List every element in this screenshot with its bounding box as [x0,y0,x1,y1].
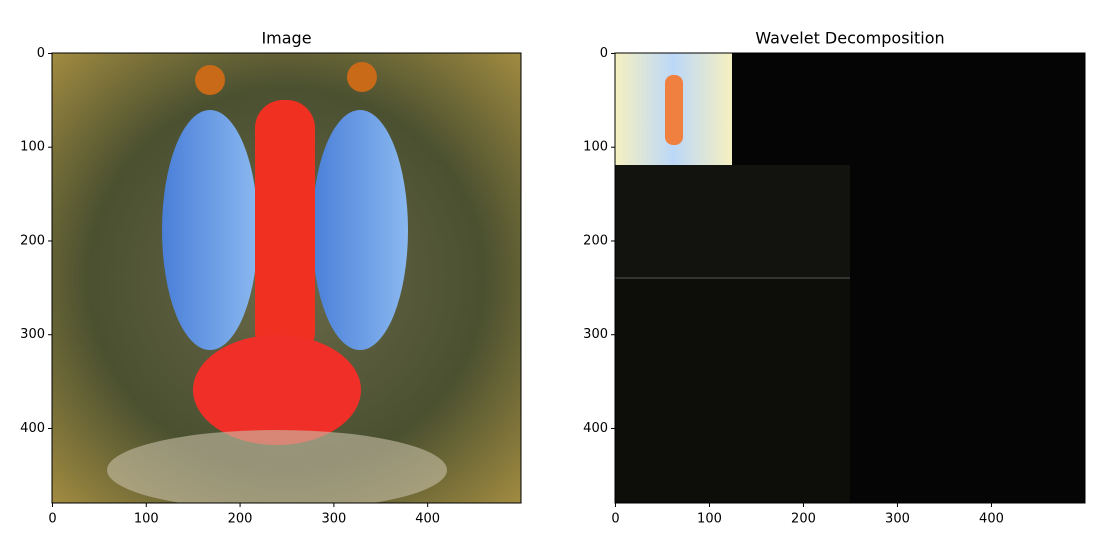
y-tick-label: 300 [583,327,608,342]
x-tick-label: 400 [415,512,440,527]
image-nose-tip [193,335,361,445]
x-tick-label: 300 [321,512,346,527]
y-tick-label: 0 [600,46,608,61]
x-tick-label: 300 [885,512,910,527]
axes-frame [51,52,522,504]
x-tick-label: 400 [979,512,1004,527]
x-tick-label: 200 [228,512,253,527]
image-cheek [162,110,258,350]
image-approximation-nose [665,75,683,145]
x-tick-label: 200 [791,512,816,527]
image [615,53,1085,503]
image-beard [107,430,447,503]
image [52,53,521,503]
x-tick-label: 0 [48,512,56,527]
x-tick-label: 100 [134,512,159,527]
y-tick-label: 400 [20,421,45,436]
y-tick-label: 0 [37,46,45,61]
chart-title: Wavelet Decomposition [755,29,944,48]
x-tick-label: 0 [611,512,619,527]
axes-frame [614,52,1086,504]
x-tick-label: 100 [697,512,722,527]
y-tick-label: 100 [20,140,45,155]
image-cheek [312,110,408,350]
image-detail [615,277,850,503]
image-detail [615,165,850,277]
y-tick-label: 100 [583,140,608,155]
image-eye [347,62,377,92]
y-tick-label: 200 [583,233,608,248]
chart-title: Image [261,29,311,48]
y-tick-label: 400 [583,421,608,436]
image-nose [255,100,315,360]
y-tick-label: 200 [20,233,45,248]
image-eye [195,65,225,95]
y-tick-label: 300 [20,327,45,342]
